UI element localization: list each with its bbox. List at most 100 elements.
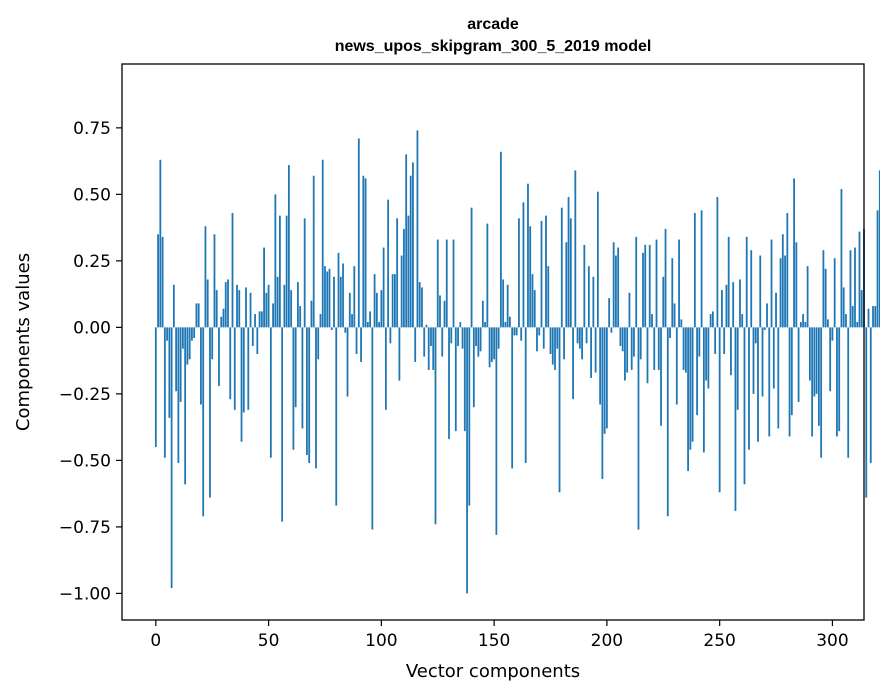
bar-27 [215,290,218,328]
bar-96 [371,327,374,530]
bar-269 [761,327,764,397]
bar-280 [786,212,789,328]
bar-167 [531,274,534,328]
bar-31 [224,282,227,328]
bar-240 [696,327,698,416]
bar-150 [493,327,496,360]
bar-289 [806,266,809,328]
bar-175 [549,327,552,354]
bars-group [154,130,880,594]
bar-134 [457,327,459,346]
bar-62 [294,327,297,408]
bar-108 [398,327,401,381]
bar-217 [644,244,647,328]
bar-250 [718,327,721,493]
bar-179 [558,327,561,493]
bar-118 [421,287,423,328]
bar-303 [838,327,841,432]
bar-115 [414,327,417,362]
bar-279 [784,255,786,328]
bar-140 [470,207,473,328]
bar-37 [238,290,241,328]
bar-89 [355,327,358,354]
bar-294 [817,327,820,426]
bar-292 [813,327,816,397]
bar-5 [166,327,168,341]
bar-306 [845,314,847,328]
bar-233 [680,319,683,328]
bar-242 [700,210,703,328]
bar-28 [218,327,220,386]
bar-67 [306,327,308,456]
bar-219 [648,244,651,328]
bar-276 [777,327,780,429]
x-tick-label: 100 [365,631,397,651]
bar-211 [630,327,633,370]
bar-161 [518,218,520,328]
bar-22 [204,226,207,328]
bar-122 [430,327,432,346]
bar-95 [369,311,371,328]
bar-39 [242,327,245,413]
bar-4 [163,327,166,458]
bar-221 [653,327,656,370]
bar-225 [662,276,665,328]
bar-261 [743,327,746,485]
x-tick-label: 150 [478,631,510,651]
bar-130 [448,327,450,440]
bar-305 [842,287,845,328]
bar-3 [161,236,164,328]
bar-296 [822,250,825,328]
bar-86 [348,292,351,328]
bar-236 [687,327,689,472]
bar-111 [405,154,408,328]
bar-132 [452,239,455,328]
bar-59 [287,165,290,328]
bar-213 [635,236,638,328]
plot-frame [121,63,865,621]
bar-0 [154,327,157,448]
bar-238 [691,327,694,442]
bar-83 [342,263,344,328]
bar-135 [459,322,462,328]
bar-178 [556,327,559,349]
bar-143 [477,327,480,357]
bar-129 [445,239,448,328]
bar-259 [739,279,741,328]
bar-144 [479,327,482,352]
bar-69 [310,300,313,328]
bar-73 [319,314,322,328]
bar-151 [495,327,498,535]
bar-34 [231,212,234,328]
bar-119 [423,327,426,357]
bar-106 [393,274,396,328]
bar-287 [802,314,804,328]
bar-46 [258,311,261,328]
bar-159 [513,327,516,336]
bar-77 [328,268,331,328]
bar-321 [878,170,880,328]
bar-278 [781,234,784,328]
bar-1 [157,234,159,328]
bar-158 [511,327,514,469]
bar-91 [360,327,362,362]
bar-299 [829,327,832,392]
bar-307 [847,327,850,458]
y-tick-label: 0.25 [73,252,111,272]
bar-98 [375,292,378,328]
bar-133 [454,327,457,432]
bar-15 [188,327,191,360]
bar-38 [240,327,243,442]
bar-53 [274,194,277,328]
bar-87 [351,314,353,328]
bar-170 [538,327,541,336]
bar-284 [795,242,798,328]
bar-257 [734,327,737,511]
bar-168 [533,290,536,328]
bar-49 [265,292,268,328]
y-axis-ticks: −1.00 −0.75 −0.50 −0.25 0.00 0.25 0.50 0.75 [59,119,122,604]
bar-156 [506,284,509,328]
bar-107 [396,218,399,328]
bar-298 [827,319,829,328]
